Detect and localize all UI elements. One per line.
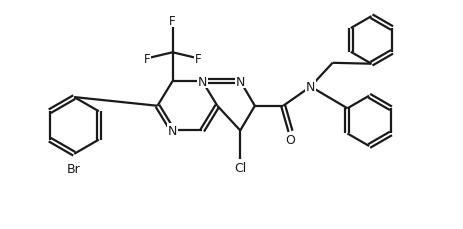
Text: N: N: [197, 75, 206, 88]
Text: Cl: Cl: [234, 161, 246, 174]
Text: N: N: [235, 75, 244, 88]
Text: O: O: [285, 134, 295, 147]
Text: Br: Br: [66, 162, 80, 175]
Text: N: N: [168, 124, 177, 137]
Text: N: N: [305, 81, 315, 94]
Text: F: F: [169, 15, 175, 28]
Text: F: F: [194, 52, 200, 65]
Text: F: F: [144, 52, 150, 65]
